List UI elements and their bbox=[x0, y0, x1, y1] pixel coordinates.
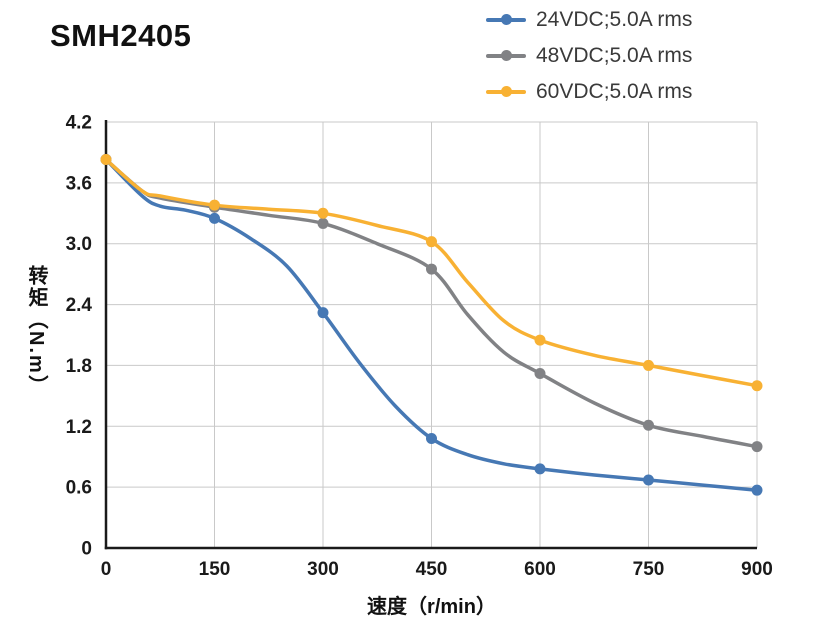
series-marker bbox=[426, 263, 437, 275]
y-tick-label: 3.6 bbox=[66, 173, 92, 194]
series-marker bbox=[751, 484, 763, 496]
series-marker bbox=[643, 359, 654, 371]
series-marker bbox=[751, 380, 763, 392]
x-tick-label: 900 bbox=[741, 559, 773, 580]
y-tick-label: 1.8 bbox=[66, 356, 92, 377]
series-marker bbox=[534, 368, 546, 380]
legend-label-48vdc: 48VDC;5.0A rms bbox=[536, 43, 693, 67]
legend-item-48vdc: 48VDC;5.0A rms bbox=[486, 42, 692, 69]
page-title: SMH2405 bbox=[50, 18, 192, 53]
y-tick-label: 1.2 bbox=[66, 417, 92, 438]
legend-item-60vdc: 60VDC;5.0A rms bbox=[486, 78, 692, 105]
x-tick-label: 600 bbox=[524, 559, 556, 580]
series-marker bbox=[534, 334, 546, 346]
series-marker bbox=[100, 154, 112, 166]
legend-label-24vdc: 24VDC;5.0A rms bbox=[536, 7, 693, 31]
y-tick-label: 3.0 bbox=[66, 234, 92, 255]
series-marker bbox=[751, 441, 763, 453]
x-tick-label: 0 bbox=[101, 559, 112, 580]
series-marker bbox=[426, 432, 437, 444]
series-marker bbox=[317, 217, 329, 229]
series-marker bbox=[317, 207, 329, 219]
series-marker bbox=[643, 474, 654, 486]
y-tick-label: 0 bbox=[81, 539, 92, 560]
x-tick-label: 450 bbox=[416, 559, 448, 580]
x-axis-label: 速度（r/min） bbox=[367, 596, 496, 618]
legend-label-60vdc: 60VDC;5.0A rms bbox=[536, 79, 693, 103]
series-marker bbox=[534, 463, 546, 475]
y-axis-label: 转矩（N.m） bbox=[25, 265, 47, 397]
series-marker bbox=[209, 199, 220, 211]
series-marker bbox=[643, 419, 654, 431]
y-tick-label: 2.4 bbox=[66, 295, 93, 316]
legend-marker-24vdc-icon bbox=[486, 10, 526, 30]
x-tick-label: 750 bbox=[633, 559, 665, 580]
legend-item-24vdc: 24VDC;5.0A rms bbox=[486, 6, 692, 33]
x-tick-label: 150 bbox=[199, 559, 231, 580]
series-line bbox=[104, 157, 759, 492]
series-marker bbox=[209, 212, 220, 224]
legend-marker-48vdc-icon bbox=[486, 46, 526, 66]
series-marker bbox=[426, 236, 437, 248]
series-marker bbox=[317, 307, 329, 319]
legend: 24VDC;5.0A rms 48VDC;5.0A rms 60VDC;5.0A… bbox=[486, 6, 692, 105]
legend-marker-60vdc-icon bbox=[486, 82, 526, 102]
x-tick-label: 300 bbox=[307, 559, 339, 580]
y-tick-label: 4.2 bbox=[66, 113, 92, 134]
y-tick-label: 0.6 bbox=[66, 478, 92, 499]
